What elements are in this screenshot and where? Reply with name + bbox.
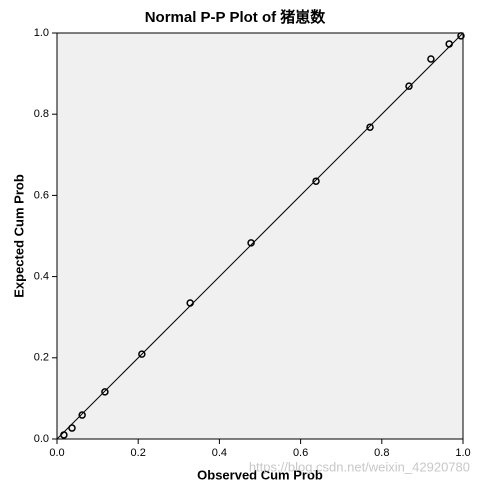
x-tick-label: 1.0	[455, 447, 470, 459]
y-axis-label: Expected Cum Prob	[11, 174, 26, 298]
x-tick-label: 0.4	[212, 447, 227, 459]
data-point	[366, 123, 374, 131]
reference-line	[56, 32, 464, 440]
chart-title: Normal P-P Plot of 猪崽数	[145, 8, 327, 26]
y-tick-label: 0.2	[34, 352, 49, 364]
data-point	[186, 299, 194, 307]
plot-frame	[56, 32, 464, 440]
watermark: https://blog.csdn.net/weixin_42920780	[249, 459, 470, 474]
data-point	[445, 40, 453, 48]
data-point	[247, 239, 255, 247]
data-point	[138, 350, 146, 358]
data-point	[78, 411, 86, 419]
x-tick-label: 0.6	[293, 447, 308, 459]
x-axis-label: Observed Cum Prob	[197, 467, 323, 482]
y-tick-label: 0.8	[34, 108, 49, 120]
data-point	[60, 431, 68, 439]
x-tick-label: 0.0	[49, 447, 64, 459]
x-tick-label: 0.2	[131, 447, 146, 459]
x-tick-label: 0.8	[374, 447, 389, 459]
data-point	[405, 82, 413, 90]
y-tick-label: 0.6	[34, 189, 49, 201]
y-tick-label: 1.0	[34, 27, 49, 39]
data-point	[68, 424, 76, 432]
data-point	[101, 388, 109, 396]
y-tick-label: 0.4	[34, 271, 49, 283]
data-point	[427, 55, 435, 63]
y-tick-label: 0.0	[34, 433, 49, 445]
data-point	[312, 177, 320, 185]
